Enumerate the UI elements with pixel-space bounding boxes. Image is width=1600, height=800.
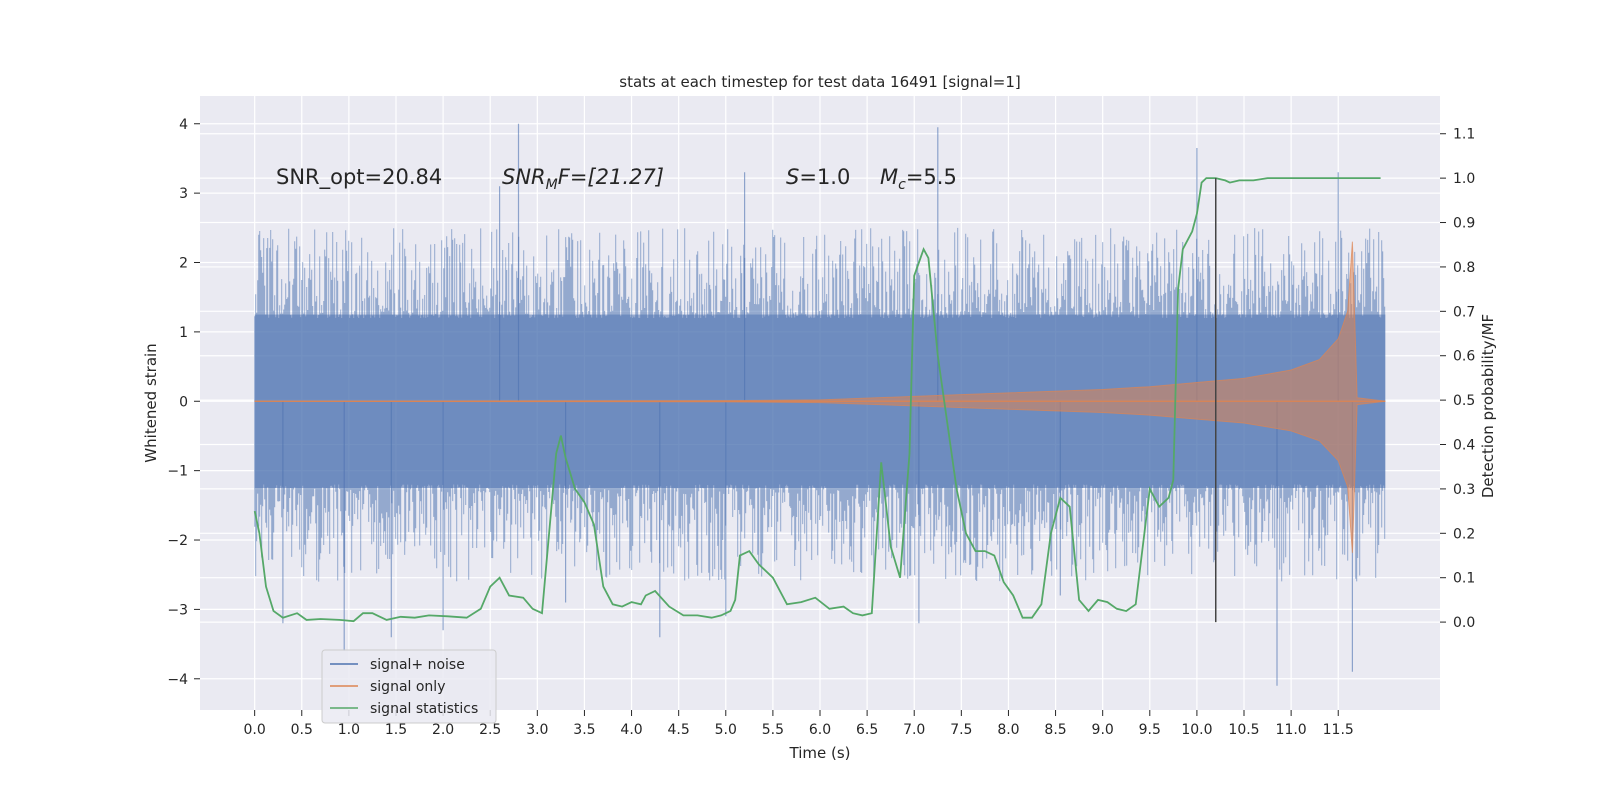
x-tick-label: 0.0 (244, 722, 266, 738)
legend-box (321, 649, 497, 724)
mc-sub: c (898, 177, 906, 193)
y-right-tick-label: 0.4 (1453, 438, 1475, 454)
y-left-tick-label: −3 (167, 602, 188, 618)
y-right-tick-label: 0.7 (1453, 304, 1475, 320)
y-right-tick-label: 0.0 (1453, 615, 1475, 631)
x-tick-label: 2.5 (479, 722, 501, 738)
x-tick-label: 2.0 (432, 722, 454, 738)
y-right-tick-label: 0.3 (1453, 482, 1475, 498)
x-tick-label: 5.5 (762, 722, 784, 738)
statistics-line (253, 177, 1381, 623)
y-axis-label-right: Detection probability/MF (1479, 314, 1497, 498)
y-left-tick-label: −4 (167, 672, 188, 688)
s-base: S (786, 165, 799, 189)
legend-label-signal-statistics: signal statistics (370, 701, 478, 717)
mc-base: M (880, 165, 898, 189)
x-tick-label: 11.5 (1323, 722, 1354, 738)
s-rest: =1.0 (799, 165, 850, 189)
y-left-tick-label: −2 (167, 533, 188, 549)
annotation-snr-opt: SNR_opt=20.84 (276, 165, 442, 190)
x-tick-label: 6.5 (856, 722, 878, 738)
chart-title: stats at each timestep for test data 164… (619, 73, 1020, 91)
x-tick-label: 5.0 (715, 722, 737, 738)
x-tick-label: 4.0 (620, 722, 642, 738)
y-left-tick-label: 1 (179, 325, 188, 341)
y-right-tick-label: 0.5 (1453, 393, 1475, 409)
x-tick-label: 10.5 (1228, 722, 1259, 738)
signal-statistics-series (253, 177, 1381, 623)
annotation-snr-mf: SNRMF=[21.27] (502, 165, 664, 193)
x-tick-label: 3.0 (526, 722, 548, 738)
y-right-tick-label: 0.6 (1453, 349, 1475, 365)
y-right-tick-label: 1.0 (1453, 171, 1475, 187)
legend-label-signal-only: signal only (370, 679, 445, 695)
x-tick-label: 0.5 (291, 722, 313, 738)
y-right-tick-label: 0.2 (1453, 526, 1475, 542)
y-right-tick-label: 0.9 (1453, 216, 1475, 232)
y-right-tick-label: 0.1 (1453, 571, 1475, 587)
x-tick-label: 8.5 (1044, 722, 1066, 738)
snr-mf-sub: M (546, 177, 558, 193)
y-left-tick-label: 2 (179, 256, 188, 272)
x-tick-label: 7.5 (950, 722, 972, 738)
axes: 0.0 0.5 1.0 1.5 2.0 2.5 3.0 3.5 4.0 4.5 5.0 5.5 6.0 6… (167, 117, 1475, 738)
x-tick-label: 9.5 (1139, 722, 1161, 738)
y-right-tick-label: 0.8 (1453, 260, 1475, 276)
y-left-tick-label: 4 (179, 117, 188, 133)
y-left-tick-label: 3 (179, 186, 188, 202)
y-left-tick-label: −1 (167, 464, 188, 480)
x-tick-label: 11.0 (1276, 722, 1307, 738)
legend-label-signal-noise: signal+ noise (370, 657, 465, 673)
x-tick-label: 1.0 (338, 722, 360, 738)
snr-mf-base: SNR (502, 165, 546, 189)
y-axis-label-left: Whitened strain (142, 343, 160, 462)
y-left-tick-label: 0 (179, 394, 188, 410)
x-tick-label: 1.5 (385, 722, 407, 738)
y-right-tick-label: 1.1 (1453, 127, 1475, 143)
x-tick-label: 10.0 (1181, 722, 1212, 738)
x-axis-label: Time (s) (789, 744, 851, 762)
legend: signal+ noise signal only signal statist… (321, 649, 497, 724)
x-tick-label: 9.0 (1092, 722, 1114, 738)
x-tick-label: 8.0 (997, 722, 1019, 738)
x-tick-label: 4.5 (668, 722, 690, 738)
annotation-chirp-mass: Mc=5.5 (880, 165, 957, 193)
mc-rest: =5.5 (906, 165, 957, 189)
signal-only-series (254, 241, 1386, 553)
x-tick-label: 7.0 (903, 722, 925, 738)
snr-mf-rest: F=[21.27] (558, 165, 664, 189)
x-tick-label: 3.5 (573, 722, 595, 738)
annotation-s-value: S=1.0 (786, 165, 850, 189)
x-tick-label: 6.0 (809, 722, 831, 738)
